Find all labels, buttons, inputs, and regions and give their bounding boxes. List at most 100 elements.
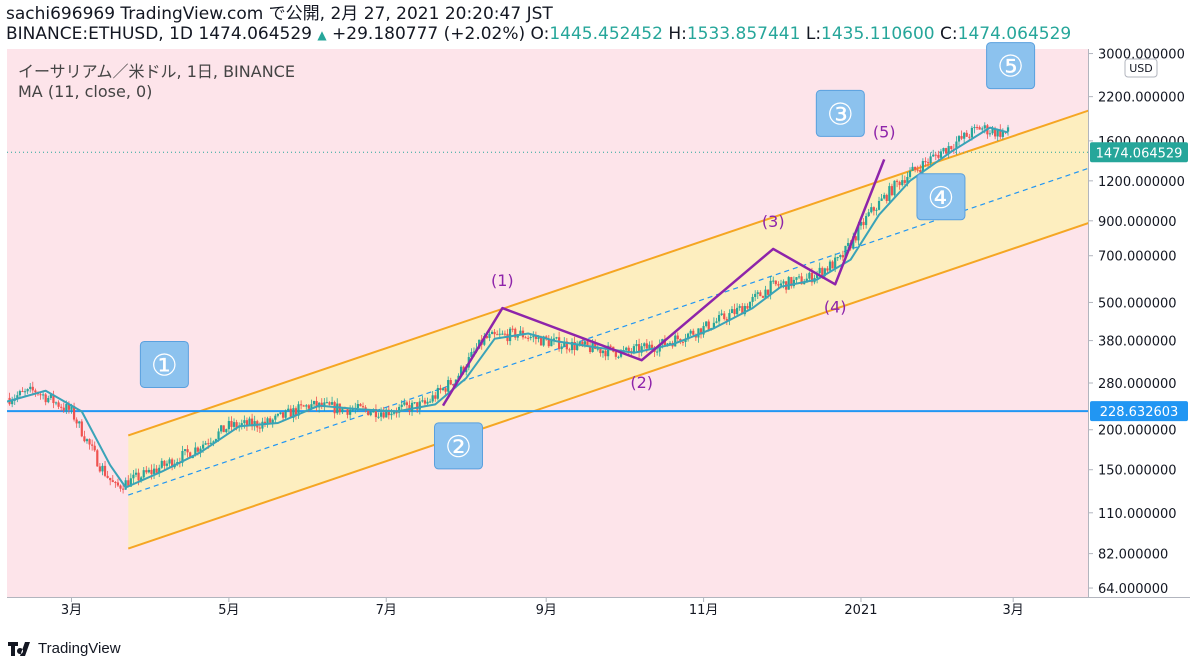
candle-body — [895, 180, 899, 182]
candle-body — [779, 283, 783, 286]
candle-body — [759, 292, 762, 297]
candle-body — [968, 136, 971, 138]
candle-body — [648, 344, 651, 349]
wave-path[interactable] — [441, 158, 886, 407]
candle-body — [212, 441, 215, 443]
candle-body — [52, 394, 55, 404]
candle-body — [963, 132, 966, 139]
candle-body — [361, 406, 365, 408]
candle-body — [300, 404, 303, 406]
circled-label[interactable]: ② — [433, 422, 483, 470]
candle-body — [622, 350, 625, 352]
candle-body — [470, 352, 473, 358]
candles[interactable] — [8, 122, 1010, 494]
candle-body — [328, 402, 331, 405]
candle-body — [434, 395, 437, 399]
candle-body — [472, 351, 476, 353]
candle-body — [604, 350, 607, 357]
candle-body — [235, 422, 238, 428]
ma-line[interactable] — [7, 126, 1009, 489]
candle-body — [911, 166, 914, 171]
candle-body — [818, 267, 821, 274]
candle-body — [297, 404, 300, 416]
candle-body — [165, 463, 169, 466]
candle-body — [47, 398, 50, 403]
candle-body — [354, 408, 357, 410]
currency-label: USD — [1129, 62, 1153, 75]
candle-body — [862, 221, 865, 226]
candle-body — [965, 132, 968, 137]
candle-body — [736, 307, 739, 315]
candle-body — [83, 436, 86, 442]
candle-body — [921, 161, 924, 173]
time-tick-label: 7月 — [376, 603, 397, 618]
candle-body — [795, 277, 798, 280]
candle-body — [741, 306, 744, 315]
candle-body — [124, 480, 127, 490]
candle-body — [488, 334, 491, 338]
circled-label[interactable]: ① — [139, 340, 189, 388]
circled-label[interactable]: ⑤ — [986, 42, 1036, 90]
candle-body — [519, 330, 522, 335]
price-axis[interactable]: 3000.000000 2200.000000 1600.000000 1200.00… — [1088, 48, 1188, 597]
candle-body — [34, 390, 37, 393]
circled-label-box — [986, 42, 1036, 90]
candle-body — [336, 403, 339, 414]
circled-label[interactable]: ④ — [916, 173, 966, 221]
candle-body — [792, 279, 795, 287]
candle-body — [681, 341, 685, 343]
circled-label[interactable]: ③ — [815, 89, 865, 137]
candle-body — [11, 400, 14, 405]
candle-body — [916, 169, 919, 171]
candle-body — [498, 333, 501, 335]
candle-body — [831, 261, 834, 269]
candle-body — [150, 469, 153, 474]
circled-label-text: ① — [151, 348, 178, 383]
channel-lower-line[interactable] — [127, 222, 1090, 550]
candle-body — [379, 412, 383, 417]
candle-body — [534, 336, 537, 339]
price-tick-label: 3000.000000 — [1098, 48, 1185, 63]
candle-body — [547, 339, 550, 347]
candle-body — [816, 273, 819, 278]
candle-body — [725, 318, 728, 321]
candle-body — [292, 408, 295, 418]
candle-body — [400, 404, 403, 407]
time-axis[interactable]: 3月 5月 7月 9月 11月 2021 3月 — [61, 597, 1024, 618]
channel-midline[interactable] — [128, 167, 1090, 496]
candle-body — [555, 337, 558, 339]
candle-body — [315, 400, 318, 408]
candle-body — [230, 421, 233, 427]
candle-body — [398, 406, 401, 413]
candle-body — [119, 485, 122, 489]
candle-body — [630, 351, 633, 353]
candle-body — [109, 477, 112, 481]
channel-fill — [128, 110, 1088, 549]
candle-body — [403, 402, 406, 405]
candle-body — [914, 166, 917, 170]
candle-body — [8, 397, 11, 405]
candle-body — [294, 408, 298, 416]
wave-label: (1) — [491, 271, 514, 290]
candle-body — [186, 449, 189, 453]
candle-body — [777, 284, 780, 286]
candle-body — [204, 443, 207, 445]
tradingview-logo[interactable]: TradingView — [8, 640, 121, 657]
candle-body — [888, 186, 891, 201]
candle-body — [276, 413, 279, 416]
candle-body — [23, 391, 27, 393]
candle-body — [978, 127, 981, 130]
candle-body — [805, 278, 808, 283]
candle-body — [307, 405, 310, 409]
up-arrow-icon: ▲ — [317, 28, 327, 42]
candle-body — [369, 412, 372, 416]
channel-upper-line[interactable] — [127, 109, 1090, 437]
candle-body — [988, 133, 992, 135]
currency-box[interactable] — [1124, 58, 1158, 78]
candle-body — [289, 408, 292, 418]
plot-area[interactable] — [7, 49, 1088, 597]
candle-body — [62, 407, 65, 411]
candle-body — [583, 341, 587, 345]
tradingview-logo-icon — [8, 641, 30, 656]
candle-body — [416, 402, 419, 410]
